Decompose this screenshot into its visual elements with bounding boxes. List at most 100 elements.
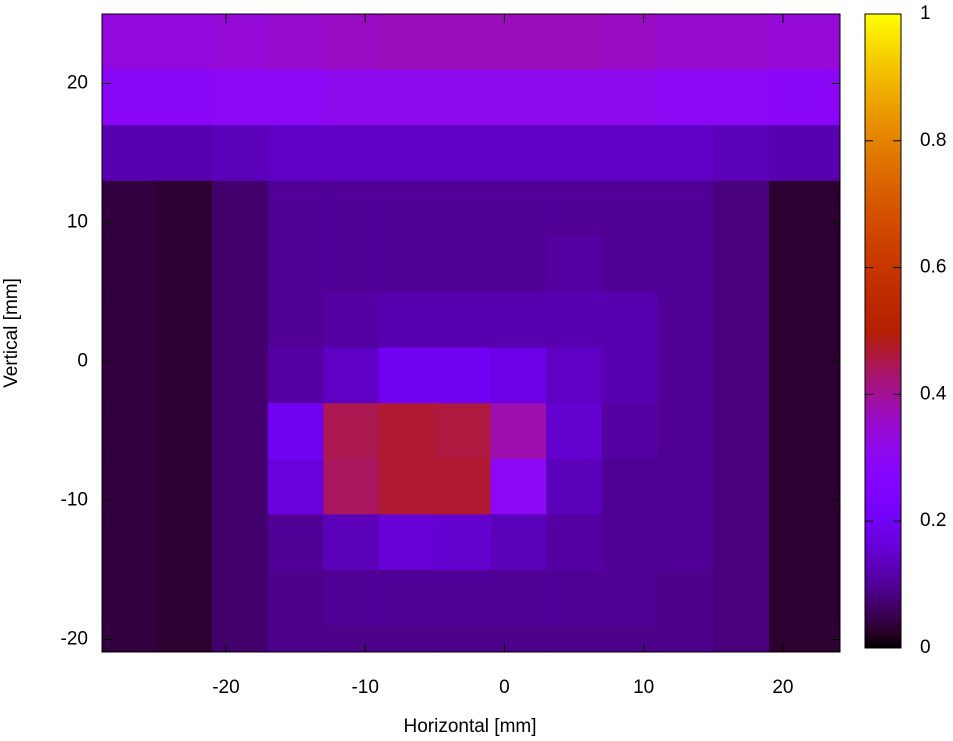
- heat-cell: [323, 403, 380, 460]
- heat-cell: [267, 236, 324, 293]
- heat-cell: [102, 347, 157, 404]
- heat-cell: [768, 403, 826, 460]
- x-axis-label: Horizontal [mm]: [403, 716, 536, 737]
- heat-cell: [156, 14, 213, 71]
- heat-cell: [490, 625, 547, 652]
- heat-cell: [379, 403, 436, 460]
- heat-cell: [267, 347, 324, 404]
- heat-cell: [156, 347, 213, 404]
- heat-cell: [824, 125, 840, 182]
- heat-cell: [156, 403, 213, 460]
- heat-cell: [768, 69, 826, 126]
- y-tick-label: 10: [67, 212, 88, 233]
- colorbar-tick-label: 0.4: [920, 383, 947, 404]
- heat-cell: [657, 514, 714, 571]
- heat-cell: [768, 458, 826, 515]
- heat-cell: [546, 69, 603, 126]
- heat-cell: [601, 403, 659, 460]
- heat-cell: [156, 458, 213, 515]
- heat-cell: [156, 625, 213, 652]
- heat-cell: [768, 514, 826, 571]
- heat-cell: [490, 14, 547, 71]
- heat-cell: [102, 14, 157, 71]
- heat-cell: [490, 569, 547, 627]
- heat-cell: [102, 458, 157, 515]
- heat-cell: [546, 180, 603, 237]
- heat-cell: [546, 236, 603, 293]
- heat-cell: [657, 69, 714, 126]
- colorbar: [864, 13, 902, 649]
- heat-cell: [434, 569, 491, 627]
- heat-cell: [434, 514, 491, 571]
- heat-cell: [546, 625, 603, 652]
- heat-cell: [601, 125, 659, 182]
- heat-cell: [212, 236, 269, 293]
- heat-cell: [323, 180, 380, 237]
- heat-cell: [546, 14, 603, 71]
- heat-cell: [490, 125, 547, 182]
- colorbar-tick-label: 0.2: [920, 510, 946, 531]
- heat-cell: [490, 347, 547, 404]
- heat-cell: [156, 125, 213, 182]
- heat-cell: [379, 180, 436, 237]
- heat-cell: [601, 14, 659, 71]
- heat-cell: [657, 236, 714, 293]
- heat-cell: [546, 125, 603, 182]
- heat-cell: [156, 69, 213, 126]
- heat-cell: [379, 569, 436, 627]
- heat-cell: [267, 14, 324, 71]
- heat-cell: [267, 458, 324, 515]
- heat-cell: [212, 514, 269, 571]
- heat-cell: [156, 569, 213, 627]
- heat-cell: [156, 514, 213, 571]
- heat-cell: [768, 569, 826, 627]
- heat-cell: [379, 347, 436, 404]
- heat-cell: [601, 69, 659, 126]
- heat-cell: [546, 514, 603, 571]
- heat-cell: [713, 403, 770, 460]
- heat-cell: [102, 236, 157, 293]
- heat-cell: [824, 236, 840, 293]
- heat-cell: [379, 236, 436, 293]
- heat-cell: [212, 569, 269, 627]
- heat-cell: [713, 180, 770, 237]
- heat-cell: [824, 291, 840, 349]
- heat-cell: [212, 180, 269, 237]
- heat-cell: [657, 180, 714, 237]
- heat-cell: [267, 514, 324, 571]
- heat-cell: [657, 403, 714, 460]
- colorbar-tick-label: 0: [920, 637, 931, 658]
- heat-cell: [212, 458, 269, 515]
- heat-cell: [546, 347, 603, 404]
- heat-cell: [434, 625, 491, 652]
- heat-cell: [824, 514, 840, 571]
- heat-cell: [601, 236, 659, 293]
- heatmap: [102, 14, 840, 652]
- heat-cell: [156, 236, 213, 293]
- heat-cell: [768, 125, 826, 182]
- heat-cell: [768, 625, 826, 652]
- heat-cell: [824, 569, 840, 627]
- heat-cell: [379, 625, 436, 652]
- colorbar-tick-label: 0.8: [920, 130, 946, 151]
- heat-cell: [601, 625, 659, 652]
- colorbar-tick-label: 0.6: [920, 257, 946, 278]
- heat-cell: [490, 69, 547, 126]
- heat-cell: [657, 625, 714, 652]
- heat-cell: [434, 14, 491, 71]
- heat-cell: [323, 236, 380, 293]
- heat-cell: [490, 403, 547, 460]
- heat-cell: [267, 69, 324, 126]
- heat-cell: [713, 69, 770, 126]
- heat-cell: [379, 14, 436, 71]
- colorbar-tick-label: 1: [920, 3, 931, 24]
- x-tick-label: -10: [351, 677, 378, 698]
- x-tick-label: 0: [499, 677, 510, 698]
- heat-cell: [713, 458, 770, 515]
- heat-cell: [768, 180, 826, 237]
- heat-cell: [267, 125, 324, 182]
- heat-cell: [434, 403, 491, 460]
- heat-cell: [323, 69, 380, 126]
- heat-cell: [434, 180, 491, 237]
- heat-cell: [323, 14, 380, 71]
